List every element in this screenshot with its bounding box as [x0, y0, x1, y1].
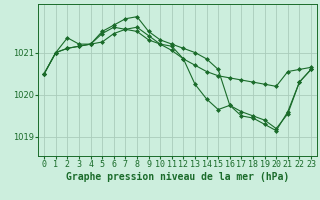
- X-axis label: Graphe pression niveau de la mer (hPa): Graphe pression niveau de la mer (hPa): [66, 172, 289, 182]
